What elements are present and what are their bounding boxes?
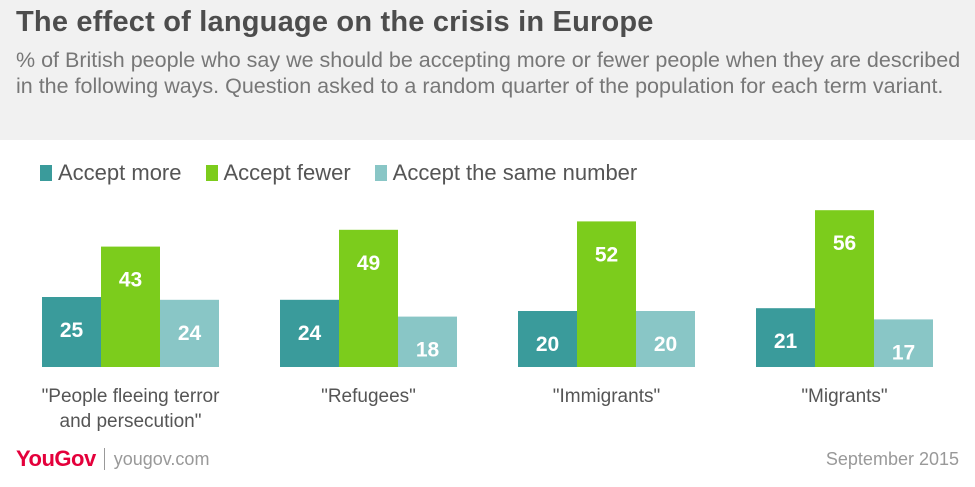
category-label-people-fleeing-terror: and persecution" <box>60 411 202 432</box>
data-label-refugees-accept-more: 24 <box>298 322 322 345</box>
header-panel: The effect of language on the crisis in … <box>0 0 975 140</box>
bar-migrants-accept-same <box>874 319 933 367</box>
data-label-migrants-accept-more: 21 <box>774 330 798 353</box>
category-label-migrants: "Migrants" <box>801 386 887 407</box>
data-label-migrants-accept-fewer: 56 <box>833 232 856 255</box>
bar-refugees-accept-same <box>398 316 457 367</box>
data-label-immigrants-accept-fewer: 52 <box>595 243 618 266</box>
bar-refugees-accept-more <box>280 299 339 367</box>
legend-swatch <box>40 165 52 181</box>
legend-label: Accept the same number <box>392 160 638 185</box>
bar-immigrants-accept-same <box>636 311 695 367</box>
bar-immigrants-accept-more <box>518 311 577 367</box>
bar-refugees-accept-fewer <box>339 229 398 367</box>
bar-people-fleeing-terror-accept-more <box>42 297 101 367</box>
chart-legend: Accept more Accept fewer Accept the same… <box>40 158 661 188</box>
category-label-immigrants: "Immigrants" <box>553 386 660 407</box>
bar-immigrants-accept-fewer <box>577 221 636 367</box>
legend-label: Accept fewer <box>223 160 351 185</box>
legend-swatch <box>374 165 387 181</box>
data-label-people-fleeing-terror-accept-same: 24 <box>178 322 202 345</box>
footer-brand: YouGov yougov.com <box>16 446 209 472</box>
site-url: yougov.com <box>113 448 210 469</box>
bar-migrants-accept-more <box>756 308 815 367</box>
data-label-migrants-accept-same: 17 <box>892 341 915 364</box>
legend-label: Accept more <box>58 160 182 185</box>
legend-item-accept-more: Accept more <box>40 160 182 186</box>
data-label-refugees-accept-same: 18 <box>416 339 440 362</box>
date-label: September 2015 <box>825 449 959 469</box>
data-label-people-fleeing-terror-accept-fewer: 43 <box>119 269 142 292</box>
category-label-refugees: "Refugees" <box>321 386 416 407</box>
bar-migrants-accept-fewer <box>815 210 874 367</box>
data-label-people-fleeing-terror-accept-more: 25 <box>60 319 84 342</box>
bar-people-fleeing-terror-accept-fewer <box>101 246 160 367</box>
data-label-immigrants-accept-same: 20 <box>654 333 677 356</box>
logo-divider <box>103 448 105 470</box>
category-label-people-fleeing-terror: "People fleeing terror <box>42 386 221 407</box>
legend-item-accept-same: Accept the same number <box>374 160 638 186</box>
bar-people-fleeing-terror-accept-same <box>160 299 219 367</box>
legend-item-accept-fewer: Accept fewer <box>205 160 351 186</box>
bar-chart: 25 43 24 "People fleeing terror and persecut… <box>42 210 933 432</box>
legend-swatch <box>205 165 218 181</box>
data-label-immigrants-accept-more: 20 <box>536 333 559 356</box>
chart-title: The effect of language on the crisis in … <box>16 6 654 38</box>
yougov-logo: YouGov <box>16 446 96 471</box>
chart-subtitle: % of British people who say we should be… <box>16 48 961 98</box>
data-label-refugees-accept-fewer: 49 <box>357 252 380 275</box>
